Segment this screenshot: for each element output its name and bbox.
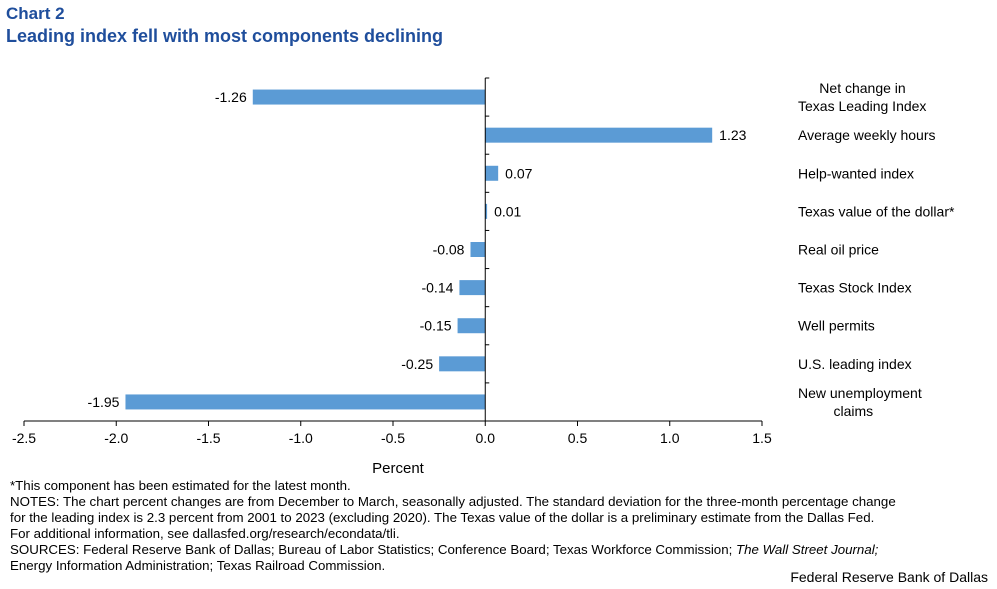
bar (459, 280, 486, 296)
category-label-line: Net change in (819, 80, 905, 96)
category-label-line: U.S. leading index (798, 356, 912, 372)
chart-title: Leading index fell with most components … (6, 26, 444, 46)
category-label: U.S. leading index (798, 356, 912, 372)
bar-chart: -1.26 Net change in Texas Leading Index 1.2… (12, 77, 955, 477)
category-label-line: New unemployment (798, 385, 922, 401)
category-label: Help-wanted index (798, 165, 914, 181)
sources-line: Energy Information Administration; Texas… (10, 558, 386, 573)
category-label-line: Texas value of the dollar* (798, 203, 955, 219)
bar (457, 318, 486, 334)
x-tick-label: 0.0 (476, 430, 496, 446)
category-label: Texas value of the dollar* (798, 203, 955, 219)
bar (470, 242, 486, 257)
category-label: Texas Stock Index (798, 280, 912, 296)
bar (485, 203, 488, 219)
bar-value-label: 0.07 (505, 165, 532, 181)
category-label: Real oil price (798, 242, 879, 258)
x-tick-label: -1.0 (289, 430, 313, 446)
notes-line: for the leading index is 2.3 percent fro… (10, 510, 875, 525)
notes-line: For additional information, see dallasfe… (10, 526, 400, 541)
bar-value-label: -1.95 (88, 394, 120, 410)
bar (125, 394, 486, 410)
x-tick-label: -1.5 (196, 430, 220, 446)
category-label-line: Help-wanted index (798, 165, 914, 181)
category-label: Net change in Texas Leading Index (798, 80, 926, 114)
x-tick-label: 1.5 (752, 430, 772, 446)
category-label-line: Texas Leading Index (798, 98, 926, 114)
category-label-line: Texas Stock Index (798, 280, 912, 296)
x-tick-label: -2.5 (12, 430, 36, 446)
bar-value-label: 1.23 (719, 127, 746, 143)
bar-value-label: 0.01 (494, 203, 521, 219)
estimate-note: *This component has been estimated for t… (10, 478, 351, 493)
x-tick-label: 0.5 (568, 430, 588, 446)
category-label-line: Well permits (798, 318, 875, 334)
bar (252, 89, 486, 105)
notes-line: NOTES: The chart percent changes are fro… (10, 494, 896, 509)
category-label: Well permits (798, 318, 875, 334)
category-label-line: Average weekly hours (798, 127, 935, 143)
category-label-line: Real oil price (798, 242, 879, 258)
x-tick-label: -2.0 (104, 430, 128, 446)
bar (439, 356, 486, 372)
bar-value-label: -0.15 (420, 318, 452, 334)
sources-italic: The Wall Street Journal; (735, 542, 879, 557)
bar-value-label: -1.26 (215, 89, 247, 105)
bar (485, 127, 713, 143)
x-tick-label: 1.0 (660, 430, 680, 446)
bar-value-label: -0.25 (401, 356, 433, 372)
bar-value-label: -0.08 (433, 242, 465, 258)
chart-notes: *This component has been estimated for t… (10, 478, 990, 574)
bar-value-label: -0.14 (421, 280, 453, 296)
sources-text: SOURCES: Federal Reserve Bank of Dallas;… (10, 542, 736, 557)
sources-line: SOURCES: Federal Reserve Bank of Dallas;… (10, 542, 990, 558)
x-tick-label: -0.5 (381, 430, 405, 446)
category-label: New unemployment claims (798, 385, 922, 419)
footer-credit: Federal Reserve Bank of Dallas (790, 569, 988, 585)
bar (485, 165, 499, 181)
chart-number: Chart 2 (6, 4, 65, 23)
x-axis-title: Percent (372, 460, 425, 477)
category-label: Average weekly hours (798, 127, 935, 143)
category-label-line: claims (834, 403, 874, 419)
